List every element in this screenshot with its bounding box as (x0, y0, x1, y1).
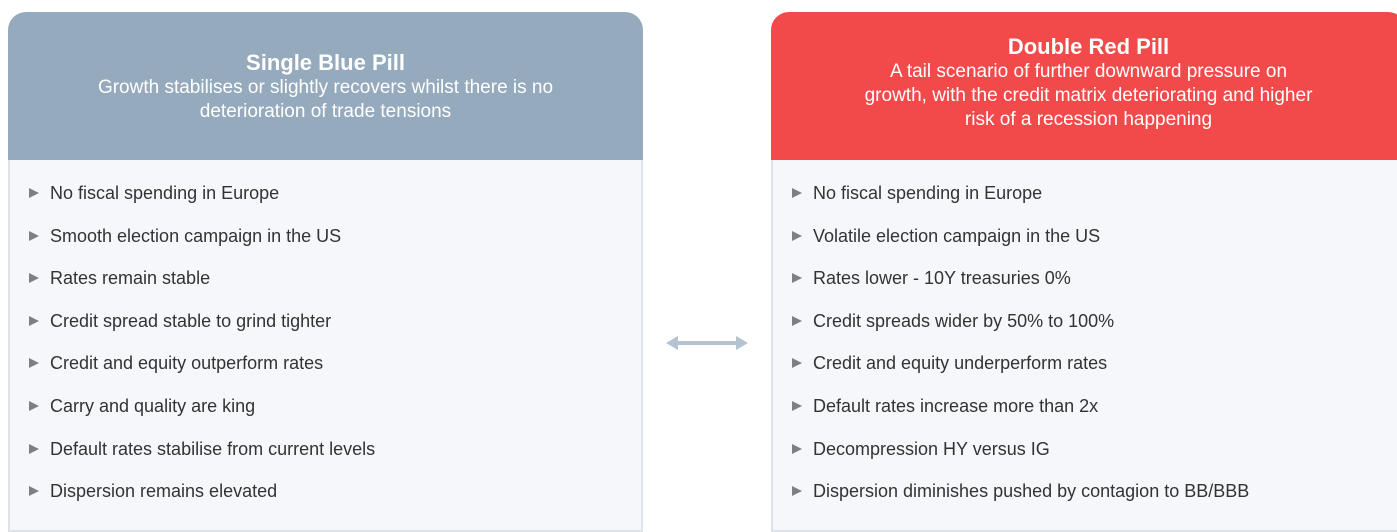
bullet-item: Credit and equity underperform rates (791, 353, 1108, 374)
bullet-item: Dispersion diminishes pushed by contagio… (791, 481, 1250, 502)
bullet-item: Default rates stabilise from current lev… (28, 438, 376, 459)
panel-body: No fiscal spending in Europe Volatile ele… (771, 160, 1397, 532)
panel-title: Double Red Pill (1007, 34, 1170, 59)
panel-title: Single Blue Pill (246, 50, 405, 75)
bullet-item: Credit spreads wider by 50% to 100% (791, 310, 1115, 331)
panel-subtitle: risk of a recession happening (964, 109, 1213, 130)
bullet-item: No fiscal spending in Europe (791, 183, 1043, 203)
double-arrow (666, 336, 748, 350)
bullet-item: No fiscal spending in Europe (28, 183, 280, 203)
panel-subtitle: A tail scenario of further downward pres… (889, 61, 1288, 82)
bullet-item: Credit spread stable to grind tighter (28, 310, 332, 331)
bullet-item: Default rates increase more than 2x (791, 396, 1099, 416)
panel-subtitle: growth, with the credit matrix deteriora… (864, 85, 1313, 106)
panel-subtitle: Growth stabilises or slightly recovers w… (97, 77, 554, 98)
bullet-item: Dispersion remains elevated (28, 481, 278, 502)
panel-body: No fiscal spending in Europe Smooth elect… (8, 160, 643, 532)
scenario-panel: Single Blue Pill Growth stabilises or sl… (8, 12, 643, 532)
bullet-item: Rates remain stable (28, 268, 211, 289)
bullet-item: Volatile election campaign in the US (791, 225, 1101, 246)
bullet-item: Credit and equity outperform rates (28, 353, 324, 374)
panel-header: Double Red Pill A tail scenario of furth… (771, 12, 1397, 160)
bullet-item: Decompression HY versus IG (792, 438, 1050, 459)
bullet-item: Smooth election campaign in the US (28, 225, 342, 246)
panel-header: Single Blue Pill Growth stabilises or sl… (8, 12, 643, 160)
bullet-item: Carry and quality are king (28, 396, 256, 416)
bullet-item: Rates lower - 10Y treasuries 0% (792, 268, 1071, 289)
panel-subtitle: deterioration of trade tensions (199, 101, 452, 122)
scenario-panel: Double Red Pill A tail scenario of furth… (771, 12, 1397, 532)
page: Single Blue Pill Growth stabilises or sl… (8, 12, 1397, 532)
